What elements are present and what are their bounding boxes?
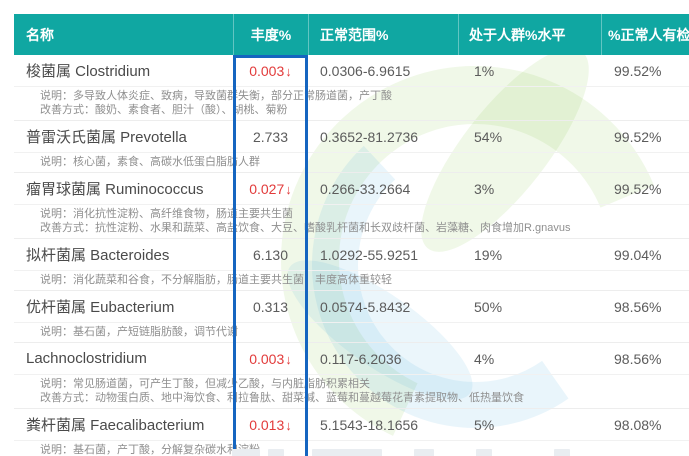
- abundance-value: 2.733: [252, 128, 289, 145]
- table-row: 拟杆菌属 Bacteroides 6.130 1.0292-55.9251 19…: [14, 239, 689, 291]
- abundance-value: 0.013↓: [249, 416, 292, 433]
- table-row: 瘤胃球菌属 Ruminococcus 0.027↓ 0.266-33.2664 …: [14, 173, 689, 239]
- normal-range-value: 5.1543-18.1656: [320, 416, 419, 433]
- population-level-value: 1%: [474, 62, 495, 79]
- table-row-main: 粪杆菌属 Faecalibacterium 0.013↓ 5.1543-18.1…: [14, 409, 689, 440]
- normal-range-value: 0.0306-6.9615: [320, 62, 411, 79]
- column-header-population: 处于人群%水平: [458, 14, 601, 55]
- microbiome-table: 名称 丰度% 正常范围% 处于人群%水平 %正常人有检出 梭菌属 Clostri…: [14, 14, 689, 456]
- down-arrow-icon: ↓: [285, 417, 292, 433]
- down-arrow-icon: ↓: [285, 63, 292, 79]
- abundance-value: 6.130: [252, 246, 289, 263]
- normal-range-value: 0.266-33.2664: [320, 180, 411, 197]
- column-header-normal-range: 正常范围%: [308, 14, 458, 55]
- normal-range-value: 0.117-6.2036: [320, 350, 402, 367]
- table-row-main: 瘤胃球菌属 Ruminococcus 0.027↓ 0.266-33.2664 …: [14, 173, 689, 204]
- table-row-main: 梭菌属 Clostridium 0.003↓ 0.0306-6.9615 1% …: [14, 55, 689, 86]
- bacteria-name: 瘤胃球菌属 Ruminococcus: [26, 181, 204, 198]
- row-note-line: 说明：消化蔬菜和谷食，不分解脂肪，肠道主要共生菌，丰度高体重较轻: [40, 274, 392, 286]
- row-notes: 说明：核心菌，素食、高碳水低蛋白脂肪人群: [14, 152, 689, 172]
- bacteria-name: Lachnoclostridium: [26, 350, 147, 367]
- table-row: 梭菌属 Clostridium 0.003↓ 0.0306-6.9615 1% …: [14, 55, 689, 121]
- table-header: 名称 丰度% 正常范围% 处于人群%水平 %正常人有检出: [14, 14, 689, 55]
- abundance-value: 0.313: [252, 298, 289, 315]
- column-header-abundance: 丰度%: [233, 14, 308, 55]
- normal-range-value: 0.0574-5.8432: [320, 298, 411, 315]
- row-note-line: 说明：基石菌，产短链脂肪酸，调节代谢: [40, 326, 238, 338]
- normal-people-value: 98.08%: [614, 416, 662, 433]
- row-note-line: 说明：多导致人体炎症、致病，导致菌群失衡，部分正常肠道菌，产丁酸: [40, 90, 392, 102]
- abundance-value: 0.003↓: [249, 62, 292, 79]
- bacteria-name: 梭菌属 Clostridium: [26, 63, 151, 80]
- bacteria-name: 普雷沃氏菌属 Prevotella: [26, 129, 187, 146]
- column-header-normal-people: %正常人有检出: [601, 14, 689, 55]
- table-row-main: 普雷沃氏菌属 Prevotella 2.733 0.3652-81.2736 5…: [14, 121, 689, 152]
- row-note-line: 说明：基石菌，产丁酸，分解复杂碳水和淀粉: [40, 444, 260, 456]
- population-level-value: 3%: [474, 180, 495, 197]
- population-level-value: 50%: [474, 298, 503, 315]
- table-row: 粪杆菌属 Faecalibacterium 0.013↓ 5.1543-18.1…: [14, 409, 689, 456]
- normal-people-value: 99.52%: [614, 62, 662, 79]
- row-notes: 说明：消化蔬菜和谷食，不分解脂肪，肠道主要共生菌，丰度高体重较轻: [14, 270, 689, 290]
- bacteria-name: 优杆菌属 Eubacterium: [26, 299, 175, 316]
- population-level-value: 54%: [474, 128, 503, 145]
- table-row-main: 拟杆菌属 Bacteroides 6.130 1.0292-55.9251 19…: [14, 239, 689, 270]
- row-notes: 说明：常见肠道菌，可产生丁酸，但减少乙酸，与内脏脂肪积累相关改善方式：动物蛋白质…: [14, 374, 689, 408]
- normal-people-value: 99.52%: [614, 128, 662, 145]
- down-arrow-icon: ↓: [285, 351, 292, 367]
- normal-people-value: 98.56%: [614, 350, 662, 367]
- row-note-line: 改善方式：动物蛋白质、地中海饮食、利拉鲁肽、甜菜碱、蓝莓和蔓越莓花青素提取物、低…: [40, 392, 524, 404]
- population-level-value: 5%: [474, 416, 495, 433]
- normal-people-value: 99.52%: [614, 180, 662, 197]
- row-notes: 说明：消化抗性淀粉、高纤维食物，肠道主要共生菌改善方式：抗性淀粉、水果和蔬菜、高…: [14, 204, 689, 238]
- table-row-main: Lachnoclostridium 0.003↓ 0.117-6.2036 4%…: [14, 343, 689, 374]
- normal-people-value: 98.56%: [614, 298, 662, 315]
- row-note-line: 说明：常见肠道菌，可产生丁酸，但减少乙酸，与内脏脂肪积累相关: [40, 378, 370, 390]
- abundance-value: 0.003↓: [249, 350, 292, 367]
- row-note-line: 说明：核心菌，素食、高碳水低蛋白脂肪人群: [40, 156, 260, 168]
- table-row: Lachnoclostridium 0.003↓ 0.117-6.2036 4%…: [14, 343, 689, 409]
- abundance-value: 0.027↓: [249, 180, 292, 197]
- row-note-line: 改善方式：酸奶、素食者、胆汁（酸）、胡桃、菊粉: [40, 104, 288, 116]
- row-note-line: 改善方式：抗性淀粉、水果和蔬菜、高盐饮食、大豆、嗜酸乳杆菌和长双歧杆菌、岩藻糖、…: [40, 222, 571, 234]
- normal-people-value: 99.04%: [614, 246, 662, 263]
- normal-range-value: 1.0292-55.9251: [320, 246, 419, 263]
- table-body: 梭菌属 Clostridium 0.003↓ 0.0306-6.9615 1% …: [14, 55, 689, 456]
- table-row: 优杆菌属 Eubacterium 0.313 0.0574-5.8432 50%…: [14, 291, 689, 343]
- clipped-bottom-text: [14, 449, 689, 456]
- population-level-value: 19%: [474, 246, 503, 263]
- row-notes: 说明：基石菌，产短链脂肪酸，调节代谢: [14, 322, 689, 342]
- bacteria-name: 拟杆菌属 Bacteroides: [26, 247, 170, 264]
- down-arrow-icon: ↓: [285, 181, 292, 197]
- table-row-main: 优杆菌属 Eubacterium 0.313 0.0574-5.8432 50%…: [14, 291, 689, 322]
- table-row: 普雷沃氏菌属 Prevotella 2.733 0.3652-81.2736 5…: [14, 121, 689, 173]
- row-notes: 说明：多导致人体炎症、致病，导致菌群失衡，部分正常肠道菌，产丁酸 改善方式：酸奶、…: [14, 86, 689, 120]
- normal-range-value: 0.3652-81.2736: [320, 128, 419, 145]
- row-notes: 说明：基石菌，产丁酸，分解复杂碳水和淀粉改善方式：高纤维、低肉的饮食、全谷物、蔬…: [14, 440, 689, 456]
- bacteria-name: 粪杆菌属 Faecalibacterium: [26, 417, 205, 434]
- population-level-value: 4%: [474, 350, 495, 367]
- row-note-line: 说明：消化抗性淀粉、高纤维食物，肠道主要共生菌: [40, 208, 293, 220]
- column-header-name: 名称: [26, 26, 54, 43]
